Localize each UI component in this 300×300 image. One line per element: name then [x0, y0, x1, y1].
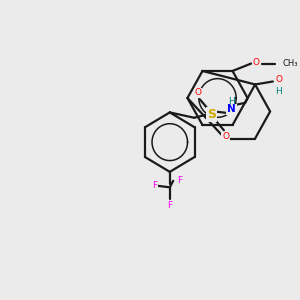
Text: F: F — [167, 201, 172, 210]
Text: H: H — [228, 97, 235, 106]
Text: O: O — [275, 75, 282, 84]
Text: O: O — [222, 132, 229, 141]
Text: H: H — [275, 86, 282, 95]
Text: S: S — [207, 108, 216, 121]
Text: F: F — [152, 181, 157, 190]
Text: F: F — [177, 176, 182, 185]
Text: CH₃: CH₃ — [282, 59, 298, 68]
Text: O: O — [195, 88, 202, 97]
Text: N: N — [227, 104, 236, 114]
Text: O: O — [253, 58, 260, 68]
